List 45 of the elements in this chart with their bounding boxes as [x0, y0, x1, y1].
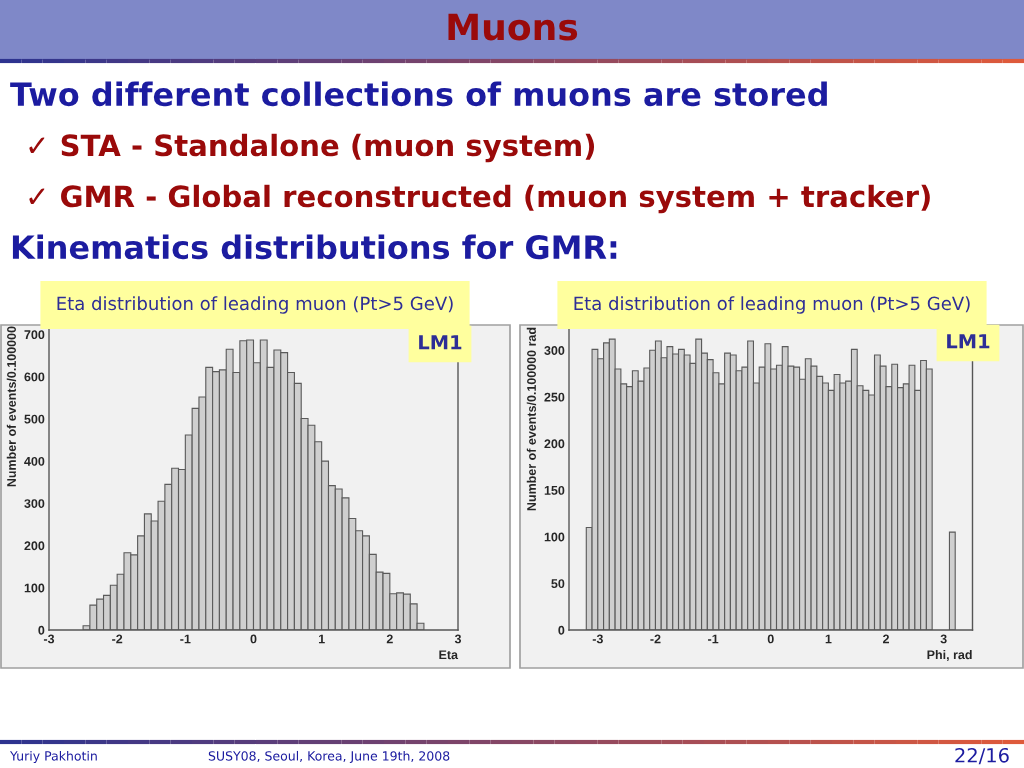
text: Muons: [448, 13, 578, 41]
x-tick-label: 0: [767, 634, 774, 644]
y-tick-label: 100: [544, 532, 565, 542]
y-axis-title: Number of events/0.100000 rad: [526, 327, 537, 511]
text: SUSY08, Seoul, Korea, June 19th, 2008: [208, 750, 450, 763]
x-tick-label: -3: [43, 634, 55, 644]
x-axis-title: Phi, rad: [927, 649, 972, 661]
y-tick-label: 0: [38, 625, 45, 635]
y-tick-label: 200: [24, 541, 45, 551]
y-axis-title: Number of events/0.100000: [6, 326, 17, 487]
y-tick-label: 600: [24, 372, 45, 382]
y-tick-label: 500: [24, 414, 45, 424]
annotation: LM1: [947, 334, 990, 349]
y-tick-label: 100: [24, 583, 45, 593]
x-tick-label: 1: [825, 634, 832, 644]
text: Yuriy Pakhotin: [9, 750, 97, 764]
x-tick-label: -3: [592, 634, 603, 644]
text: ✓ STA - Standalone (muon system): [29, 133, 595, 163]
text: ✓ GMR - Global reconstructed (muon system + tracker): [29, 184, 930, 214]
x-tick-label: 2: [386, 634, 393, 644]
text: Two different collections of muons are stored: [10, 81, 827, 107]
x-tick-label: 0: [250, 634, 257, 644]
y-tick-label: 50: [551, 579, 565, 589]
x-tick-label: -2: [650, 634, 661, 644]
text: 22/16: [955, 747, 1009, 765]
x-tick-label: -2: [112, 634, 123, 644]
x-tick-label: 2: [882, 634, 890, 644]
x-tick-label: -1: [708, 634, 719, 644]
x-tick-label: 3: [454, 634, 462, 644]
annotation: LM1: [419, 335, 462, 350]
x-tick-label: 1: [318, 634, 325, 644]
y-tick-label: 0: [558, 625, 565, 635]
y-tick-label: 700: [24, 330, 45, 340]
y-tick-label: 300: [24, 499, 45, 508]
chart-title: Eta distribution of leading muon (Pt>5 GeV): [574, 296, 970, 314]
y-tick-label: 200: [544, 439, 565, 449]
y-tick-label: 150: [544, 485, 565, 495]
text: Kinematics distributions for GMR:: [12, 234, 617, 260]
chart-title: Eta distribution of leading muon (Pt>5 GeV): [57, 296, 453, 314]
x-tick-label: 3: [940, 634, 947, 644]
y-tick-label: 250: [544, 392, 565, 402]
y-tick-label: 300: [544, 346, 565, 355]
y-tick-label: 400: [24, 456, 45, 466]
x-tick-label: -1: [180, 634, 191, 644]
x-axis-title: Eta: [439, 650, 459, 660]
